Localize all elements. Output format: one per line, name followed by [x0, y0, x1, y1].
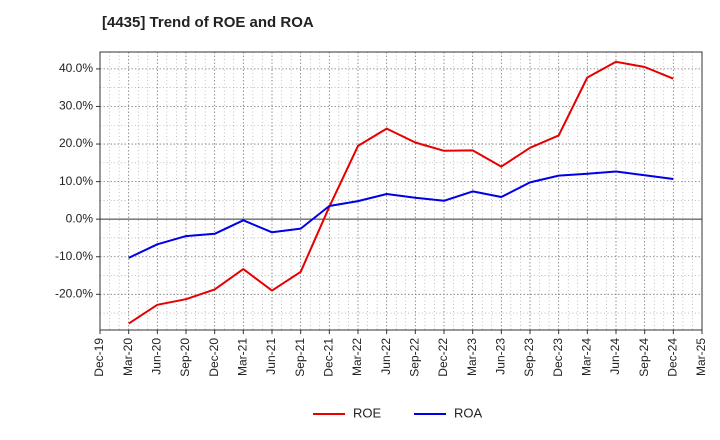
legend-label-roe: ROE — [353, 405, 382, 420]
x-tick-label: Mar-23 — [465, 338, 479, 376]
x-tick-label: Jun-22 — [379, 338, 393, 375]
y-axis: 40.0% 30.0% 20.0% 10.0% 0.0% -10.0% -20.0% — [55, 61, 100, 300]
x-tick-label: Dec-20 — [207, 338, 221, 377]
x-tick-label: Sep-21 — [293, 338, 307, 377]
y-tick-label: 20.0% — [59, 136, 93, 150]
y-tick-label: -10.0% — [55, 249, 93, 263]
legend-label-roa: ROA — [454, 405, 483, 420]
y-tick-label: 30.0% — [59, 99, 93, 113]
x-tick-label: Jun-20 — [150, 338, 164, 375]
x-tick-label: Dec-23 — [551, 338, 565, 377]
x-tick-label: Jun-24 — [608, 338, 622, 375]
y-tick-label: 10.0% — [59, 174, 93, 188]
legend: ROE ROA — [313, 405, 483, 420]
x-tick-label: Mar-24 — [580, 338, 594, 376]
x-tick-label: Dec-21 — [322, 338, 336, 377]
x-tick-label: Mar-20 — [121, 338, 135, 376]
y-tick-label: 40.0% — [59, 61, 93, 75]
grid-lines — [100, 52, 702, 330]
x-tick-label: Sep-23 — [522, 338, 536, 377]
x-tick-label: Mar-22 — [350, 338, 364, 376]
x-tick-label: Jun-21 — [264, 338, 278, 375]
x-tick-label: Sep-20 — [178, 338, 192, 377]
x-tick-label: Mar-21 — [236, 338, 250, 376]
x-tick-label: Dec-24 — [666, 338, 680, 377]
chart-title: [4435] Trend of ROE and ROA — [102, 14, 314, 31]
x-tick-label: Sep-22 — [408, 338, 422, 377]
series-lines — [128, 60, 674, 325]
x-tick-label: Dec-19 — [92, 338, 106, 377]
series-line-roa — [128, 170, 674, 259]
y-tick-label: -20.0% — [55, 286, 93, 300]
x-tick-label: Mar-25 — [694, 338, 708, 376]
x-tick-label: Dec-22 — [436, 338, 450, 377]
x-axis: Dec-19 Mar-20 Jun-20 Sep-20 Dec-20 Mar-21 Jun-… — [92, 330, 708, 377]
y-tick-label: 0.0% — [66, 211, 94, 225]
x-tick-label: Sep-24 — [637, 338, 651, 377]
plot-frame — [99, 51, 703, 331]
series-line-roe — [128, 60, 674, 325]
plot-background — [100, 52, 702, 330]
x-tick-label: Jun-23 — [494, 338, 508, 375]
